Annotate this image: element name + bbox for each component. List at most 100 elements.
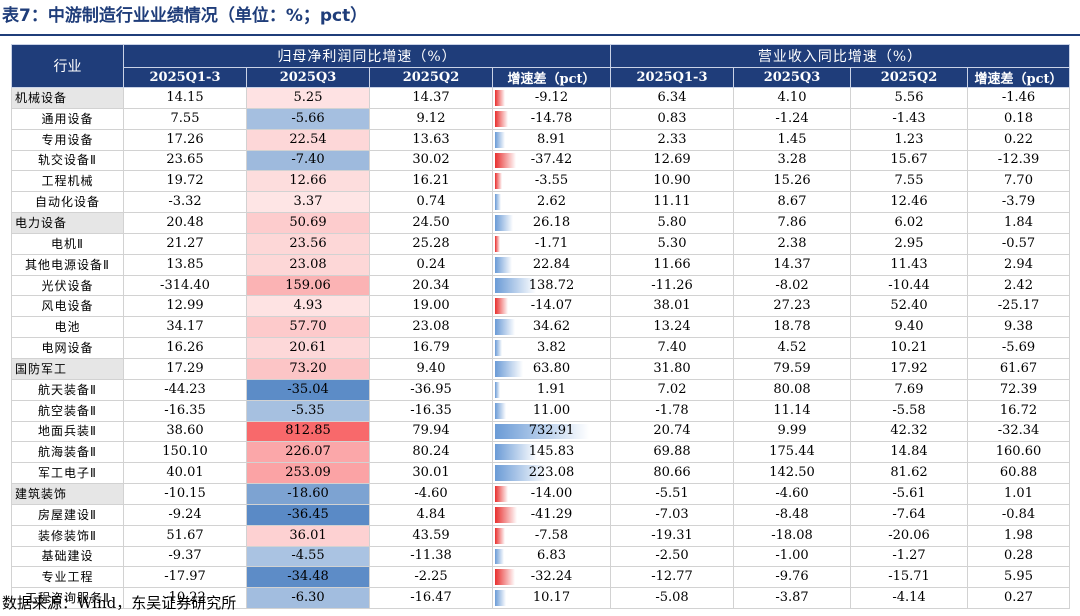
value-cell: -34.48 <box>246 566 370 589</box>
value-cell: 0.24 <box>369 253 493 276</box>
table-row: 电机Ⅱ 21.27 23.56 25.28 -1.71 5.30 2.38 2.95 -0.57 <box>11 232 1070 255</box>
value-cell: 79.94 <box>369 420 493 443</box>
value-cell: 80.08 <box>733 378 851 401</box>
table-row: 轨交设备Ⅱ 23.65 -7.40 30.02 -37.42 12.69 3.28 15.67… <box>11 149 1070 172</box>
value-cell: -16.47 <box>369 587 493 610</box>
value-cell: -35.04 <box>246 378 370 401</box>
value-cell: 14.37 <box>733 253 851 276</box>
value-cell: 23.08 <box>369 316 493 339</box>
value-cell: 14.84 <box>850 441 968 464</box>
column-header: 2025Q2 <box>850 67 968 88</box>
value-cell: 7.02 <box>610 378 734 401</box>
value-cell: 57.70 <box>246 316 370 339</box>
value-cell: -16.35 <box>369 399 493 422</box>
value-cell: 72.39 <box>967 378 1070 401</box>
value-cell: -4.14 <box>850 587 968 610</box>
value-cell: -32.34 <box>967 420 1070 443</box>
value-cell: 11.14 <box>733 399 851 422</box>
value-cell: 79.59 <box>733 357 851 380</box>
diff-databar <box>495 444 537 461</box>
value-cell: 80.66 <box>610 462 734 485</box>
table-row: 军工电子Ⅱ 40.01 253.09 30.01 223.08 80.66 142.50 81… <box>11 462 1070 485</box>
value-cell: 159.06 <box>246 274 370 297</box>
industry-name: 电池 <box>11 316 124 339</box>
revenue-group-header: 营业收入同比增速（%） <box>610 44 1070 68</box>
industry-name: 航天装备Ⅱ <box>11 378 124 401</box>
value-cell: 4.52 <box>733 337 851 359</box>
value-cell: -1.27 <box>850 545 968 568</box>
value-cell: 4.84 <box>369 503 493 526</box>
value-cell: 2.42 <box>967 274 1070 297</box>
value-cell: 6.02 <box>850 212 968 234</box>
diff-value: 6.83 <box>537 548 566 564</box>
table-row: 风电设备 12.99 4.93 19.00 -14.07 38.01 27.23 52.40-… <box>11 295 1070 318</box>
diff-databar <box>495 569 515 586</box>
diff-value: 22.84 <box>532 256 571 272</box>
profit-diff-cell: 732.91 <box>492 420 611 443</box>
profit-diff-cell: -14.00 <box>492 483 611 505</box>
profit-diff-cell: -41.29 <box>492 503 611 526</box>
value-cell: -1.46 <box>967 87 1070 109</box>
table-row: 基础建设 -9.37 -4.55 -11.38 6.83 -2.50 -1.00 -1.27 0… <box>11 545 1070 568</box>
industry-name: 机械设备 <box>11 87 124 109</box>
diff-value: -14.00 <box>530 485 573 501</box>
profit-diff-cell: 2.62 <box>492 191 611 214</box>
table-row: 机械设备 14.15 5.25 14.37 -9.12 6.34 4.10 5.56 -1.46 <box>11 87 1070 109</box>
diff-value: 223.08 <box>528 465 575 481</box>
table-row: 工程机械 19.72 12.66 16.21 -3.55 10.90 15.26 7.55 7.… <box>11 170 1070 193</box>
diff-value: -32.24 <box>530 569 573 585</box>
value-cell: -5.66 <box>246 107 370 130</box>
value-cell: 27.23 <box>733 295 851 318</box>
profit-diff-cell: 6.83 <box>492 545 611 568</box>
value-cell: -3.87 <box>733 587 851 610</box>
diff-databar <box>495 194 501 211</box>
diff-databar <box>495 486 508 502</box>
value-cell: 23.56 <box>246 232 370 255</box>
value-cell: 0.22 <box>967 128 1070 151</box>
industry-name: 国防军工 <box>11 357 124 380</box>
table-row: 航空装备Ⅱ -16.35 -5.35 -16.35 11.00 -1.78 11.14 -5.… <box>11 399 1070 422</box>
diff-value: 26.18 <box>532 214 571 230</box>
diff-value: -1.71 <box>534 235 569 251</box>
diff-value: 732.91 <box>528 423 575 439</box>
value-cell: -2.25 <box>369 566 493 589</box>
column-header: 2025Q1-3 <box>123 67 247 88</box>
value-cell: -7.03 <box>610 503 734 526</box>
diff-databar <box>495 152 517 169</box>
value-cell: 3.37 <box>246 191 370 214</box>
value-cell: 25.28 <box>369 232 493 255</box>
profit-diff-cell: 26.18 <box>492 212 611 234</box>
value-cell: 1.98 <box>967 524 1070 547</box>
value-cell: 11.43 <box>850 253 968 276</box>
value-cell: 7.55 <box>123 107 247 130</box>
profit-diff-cell: 8.91 <box>492 128 611 151</box>
diff-value: 11.00 <box>532 402 571 418</box>
diff-databar <box>495 381 500 398</box>
value-cell: 73.20 <box>246 357 370 380</box>
value-cell: 0.28 <box>967 545 1070 568</box>
value-cell: -9.24 <box>123 503 247 526</box>
profit-diff-cell: 22.84 <box>492 253 611 276</box>
value-cell: 20.34 <box>369 274 493 297</box>
value-cell: -8.48 <box>733 503 851 526</box>
value-cell: 1.84 <box>967 212 1070 234</box>
industry-name: 航海装备Ⅱ <box>11 441 124 464</box>
industry-name: 军工电子Ⅱ <box>11 462 124 485</box>
value-cell: 9.40 <box>369 357 493 380</box>
value-cell: -10.22 <box>123 587 247 610</box>
diff-value: -41.29 <box>530 506 573 522</box>
value-cell: -16.35 <box>123 399 247 422</box>
diff-databar <box>495 256 512 273</box>
value-cell: 1.45 <box>733 128 851 151</box>
industry-name: 基础建设 <box>11 545 124 568</box>
value-cell: 20.74 <box>610 420 734 443</box>
value-cell: 13.24 <box>610 316 734 339</box>
diff-value: 145.83 <box>528 444 575 460</box>
value-cell: 22.54 <box>246 128 370 151</box>
value-cell: 5.95 <box>967 566 1070 589</box>
profit-diff-cell: -14.07 <box>492 295 611 318</box>
value-cell: -19.31 <box>610 524 734 547</box>
value-cell: 253.09 <box>246 462 370 485</box>
profit-diff-cell: -32.24 <box>492 566 611 589</box>
value-cell: -9.37 <box>123 545 247 568</box>
